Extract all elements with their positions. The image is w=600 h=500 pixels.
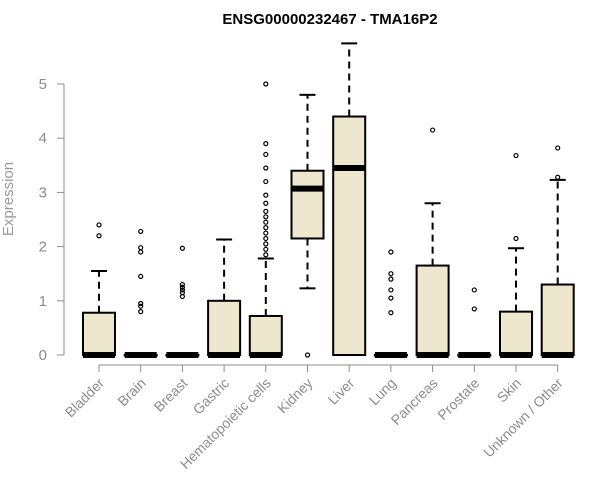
outlier-point <box>263 165 269 171</box>
chart-title: ENSG00000232467 - TMA16P2 <box>222 11 437 28</box>
outlier-point <box>263 252 269 258</box>
box-group <box>499 152 533 358</box>
y-axis: 0 1 2 3 4 5 <box>39 76 65 364</box>
box <box>290 169 325 240</box>
box-group <box>207 238 242 358</box>
box <box>540 283 575 357</box>
outlier-point <box>179 287 185 293</box>
box <box>499 310 533 357</box>
outlier-point <box>179 290 185 296</box>
x-tick-label: Skin <box>494 375 525 406</box>
x-tick-label: Bladder <box>62 375 108 421</box>
y-axis-label: Expression <box>0 162 17 236</box>
outlier-point <box>263 192 269 198</box>
outlier-point <box>179 245 185 251</box>
outlier-point <box>388 310 394 316</box>
outlier-point <box>263 214 269 220</box>
outlier-point <box>388 249 394 255</box>
outlier-point <box>138 228 144 235</box>
y-tick-label: 1 <box>39 293 47 310</box>
x-tick-label: Brain <box>114 375 148 409</box>
box-group <box>332 42 367 356</box>
box-group <box>123 228 158 358</box>
outlier-point <box>388 276 394 282</box>
outlier-point <box>263 246 269 252</box>
outlier-point <box>555 145 561 151</box>
outlier-point <box>96 233 102 239</box>
outlier-point <box>263 219 269 225</box>
outlier-point <box>263 141 269 147</box>
box-group <box>415 127 450 358</box>
y-tick-label: 5 <box>39 76 47 93</box>
y-tick-label: 4 <box>39 130 47 147</box>
y-tick-label: 0 <box>39 347 47 364</box>
box-group <box>248 81 283 358</box>
outlier-point <box>138 245 144 251</box>
outlier-point <box>263 241 269 247</box>
x-tick-label: Breast <box>151 375 191 415</box>
box-group <box>540 145 575 358</box>
x-tick-label: Liver <box>325 375 358 408</box>
outlier-point <box>138 300 144 307</box>
box <box>207 299 242 356</box>
outlier-point <box>138 309 144 315</box>
outlier-point <box>388 295 394 301</box>
outlier-point <box>263 230 269 236</box>
box <box>415 264 450 357</box>
x-tick-label: Kidney <box>274 375 316 417</box>
box-group <box>373 249 408 358</box>
outlier-point <box>138 249 144 255</box>
outlier-point <box>513 235 519 242</box>
outlier-point <box>138 273 144 280</box>
box-group <box>165 245 200 358</box>
x-tick-label: Prostate <box>434 375 482 423</box>
outlier-point <box>138 303 144 309</box>
y-tick-label: 2 <box>39 239 47 256</box>
box-group <box>82 222 116 358</box>
outlier-point <box>513 152 519 159</box>
outlier-point <box>263 208 269 214</box>
outlier-point <box>179 284 185 290</box>
outlier-point <box>471 287 477 293</box>
outlier-point <box>179 281 185 288</box>
outlier-point <box>263 225 269 231</box>
outlier-point <box>430 127 436 133</box>
outlier-point <box>263 235 269 242</box>
outlier-point <box>471 306 477 312</box>
outlier-point <box>388 287 394 293</box>
outlier-point <box>96 222 102 228</box>
outlier-point <box>263 151 269 158</box>
outlier-point <box>304 352 311 358</box>
outlier-point <box>263 81 269 87</box>
outlier-point <box>555 174 561 180</box>
box <box>82 311 116 356</box>
outlier-point <box>263 200 269 206</box>
box-group <box>290 93 325 358</box>
x-tick-label: Unknown / Other <box>480 375 566 461</box>
outlier-point <box>263 178 269 185</box>
y-tick-label: 3 <box>39 184 47 201</box>
x-tick-label: Lung <box>366 375 399 408</box>
box <box>332 115 367 356</box>
box-group <box>457 287 492 358</box>
outlier-point <box>388 271 394 277</box>
boxes-layer <box>82 42 575 358</box>
box <box>248 314 283 357</box>
